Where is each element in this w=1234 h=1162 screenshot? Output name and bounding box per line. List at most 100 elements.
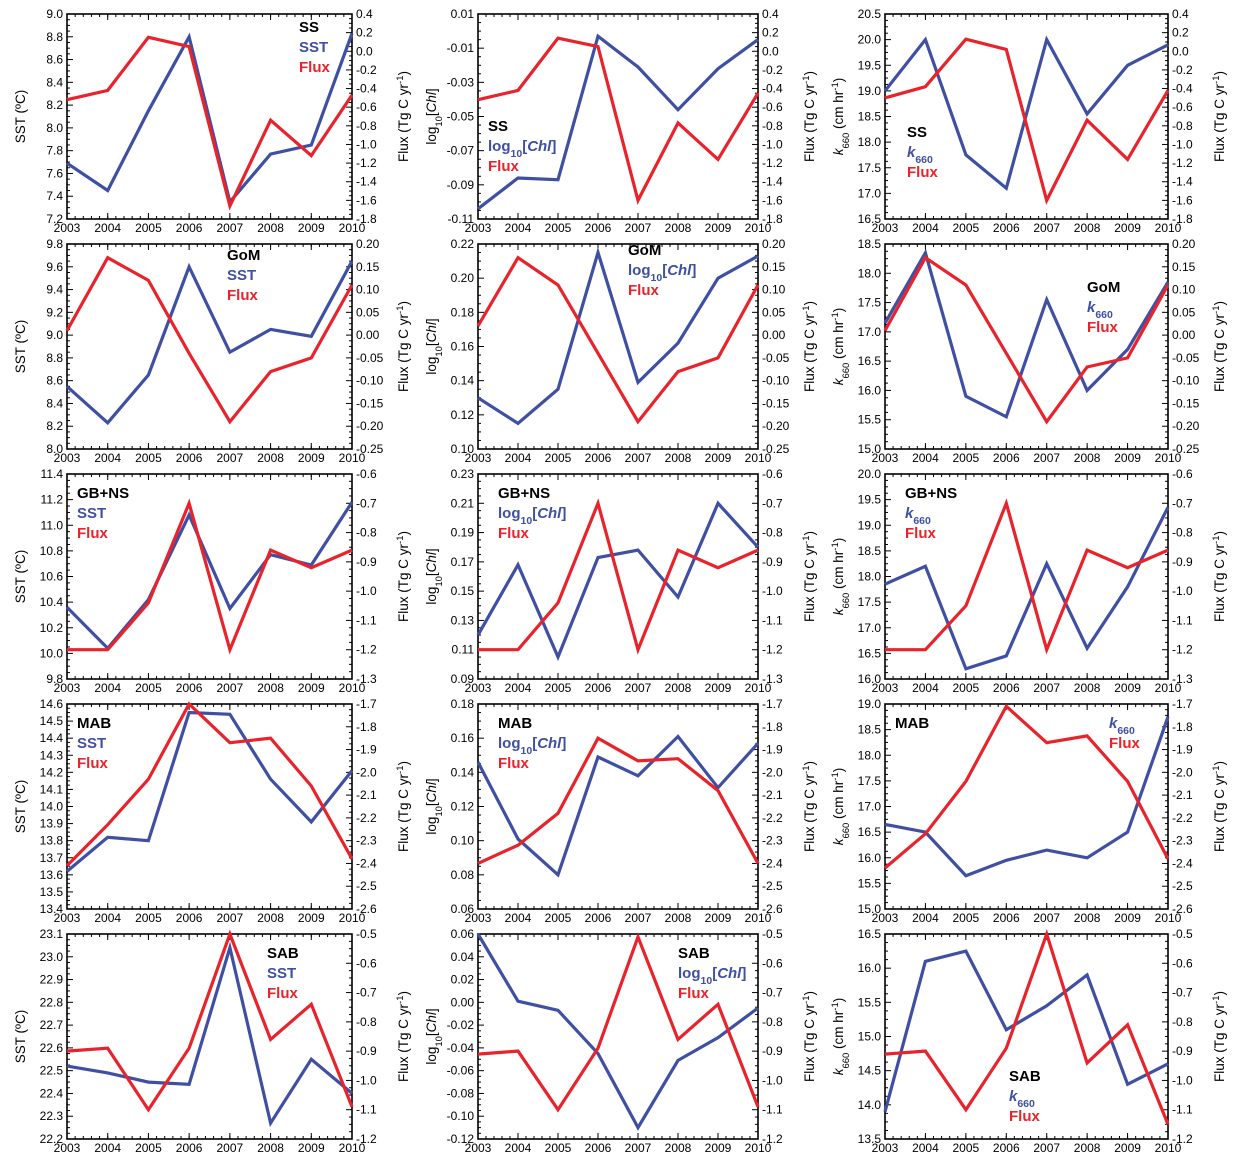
flux-axis-label: Flux (Tg C yr-1): [1211, 761, 1228, 852]
flux-tick-label: 0.20: [762, 237, 786, 251]
x-tick-label: 2010: [1155, 681, 1182, 695]
y-tick-label: 18.0: [858, 748, 882, 762]
y-tick-label: 9.2: [46, 305, 63, 319]
flux-tick-label: -2.6: [762, 902, 783, 916]
x-tick-label: 2006: [176, 1141, 203, 1155]
flux-tick-label: 0.05: [1172, 305, 1196, 319]
flux-tick-label: 0.10: [1172, 283, 1196, 297]
flux-tick-label: -1.2: [1172, 1132, 1193, 1146]
x-tick-label: 2010: [339, 221, 366, 235]
y-tick-label: 0.23: [451, 467, 475, 481]
legend-var: SST: [77, 735, 106, 752]
x-tick-label: 2004: [505, 1141, 532, 1155]
x-tick-label: 2006: [585, 221, 612, 235]
x-tick-label: 2009: [705, 911, 732, 925]
x-tick-label: 2009: [1114, 911, 1141, 925]
variable-line: [884, 716, 1170, 878]
flux-tick-label: -2.1: [762, 788, 783, 802]
x-tick-label: 2004: [912, 681, 939, 695]
x-tick-label: 2007: [217, 451, 244, 465]
x-tick-label: 2010: [745, 1141, 772, 1155]
x-tick-label: 2005: [135, 681, 162, 695]
y-tick-label: 13.5: [40, 885, 64, 899]
flux-tick-label: 0.4: [762, 7, 779, 21]
y-tick-label: 16.0: [858, 851, 882, 865]
y-tick-label: 10.4: [40, 595, 64, 609]
y-tick-label: 22.8: [40, 995, 64, 1009]
y-tick-label: 19.5: [858, 58, 882, 72]
y-tick-label: 14.4: [40, 731, 64, 745]
y-tick-label: 0.14: [451, 765, 475, 779]
y-axis-label: log10[Chl]: [424, 778, 445, 834]
flux-tick-label: -0.5: [1172, 927, 1193, 941]
flux-tick-label: -0.6: [762, 100, 783, 114]
x-tick-label: 2006: [585, 1141, 612, 1155]
x-tick-label: 2007: [625, 911, 652, 925]
flux-tick-label: -0.9: [1172, 555, 1193, 569]
flux-axis-label: Flux (Tg C yr-1): [801, 71, 818, 162]
flux-tick-label: -0.6: [356, 956, 377, 970]
y-tick-label: 16.0: [858, 961, 882, 975]
flux-tick-label: -2.4: [1172, 856, 1193, 870]
x-tick-label: 2004: [94, 1141, 121, 1155]
x-tick-label: 2007: [625, 1141, 652, 1155]
region-label: GoM: [628, 242, 661, 259]
flux-tick-label: -2.6: [356, 902, 377, 916]
x-tick-label: 2005: [545, 1141, 572, 1155]
y-tick-label: 9.0: [46, 7, 63, 21]
flux-tick-label: -1.0: [762, 584, 783, 598]
flux-tick-label: -0.7: [762, 496, 783, 510]
flux-tick-label: 0.10: [356, 283, 380, 297]
y-tick-label: 20.0: [858, 33, 882, 47]
flux-tick-label: -0.4: [1172, 82, 1193, 96]
y-tick-label: 0.09: [451, 672, 475, 686]
x-tick-label: 2010: [1155, 451, 1182, 465]
flux-tick-label: -2.0: [356, 765, 377, 779]
panel-gom-sst: 2003 2004 2005 2006 2007 2008 2009 2010 8.0 8.2 8.…: [13, 237, 411, 465]
y-tick-label: -0.04: [447, 1041, 475, 1055]
flux-tick-label: -1.8: [356, 720, 377, 734]
x-tick-label: 2003: [465, 911, 492, 925]
flux-tick-label: 0.2: [356, 26, 373, 40]
x-tick-label: 2008: [665, 451, 692, 465]
y-tick-label: -0.11: [448, 212, 475, 226]
x-tick-label: 2008: [1074, 911, 1101, 925]
flux-tick-label: -0.9: [762, 1044, 783, 1058]
y-tick-label: 0.11: [452, 643, 475, 657]
y-axis-label: SST (ºC): [13, 1010, 28, 1063]
legend-var: log10[Chl]: [628, 262, 696, 284]
flux-tick-label: -0.10: [762, 374, 790, 388]
flux-line: [885, 498, 1169, 655]
y-tick-label: 0.02: [451, 973, 475, 987]
flux-axis-label: Flux (Tg C yr-1): [1211, 531, 1228, 622]
flux-tick-label: 0.2: [1172, 26, 1189, 40]
y-axis-label: SST (ºC): [13, 320, 28, 373]
x-tick-label: 2009: [1114, 681, 1141, 695]
flux-tick-label: -1.9: [356, 743, 377, 757]
flux-tick-label: -0.8: [762, 1015, 783, 1029]
region-label: MAB: [77, 715, 111, 732]
y-tick-label: -0.09: [447, 178, 475, 192]
x-tick-label: 2006: [585, 451, 612, 465]
legend-flux: Flux: [267, 985, 298, 1002]
flux-tick-label: -0.9: [1172, 1044, 1193, 1058]
flux-tick-label: -0.8: [762, 119, 783, 133]
x-tick-label: 2010: [1155, 911, 1182, 925]
y-tick-label: 8.4: [46, 396, 63, 410]
x-tick-label: 2006: [176, 451, 203, 465]
y-tick-label: 18.0: [858, 570, 882, 584]
x-tick-label: 2003: [54, 1141, 81, 1155]
y-tick-label: 16.0: [858, 383, 882, 397]
region-label: GB+NS: [77, 485, 129, 502]
flux-tick-label: -1.0: [356, 137, 377, 151]
x-tick-label: 2010: [339, 451, 366, 465]
x-tick-label: 2009: [705, 681, 732, 695]
x-tick-label: 2005: [135, 221, 162, 235]
y-tick-label: 19.0: [858, 84, 882, 98]
y-tick-label: 22.3: [40, 1109, 64, 1123]
y-tick-label: 0.21: [451, 496, 475, 510]
variable-line: [476, 734, 760, 878]
variable-line: [477, 246, 759, 426]
x-tick-label: 2007: [1033, 221, 1060, 235]
